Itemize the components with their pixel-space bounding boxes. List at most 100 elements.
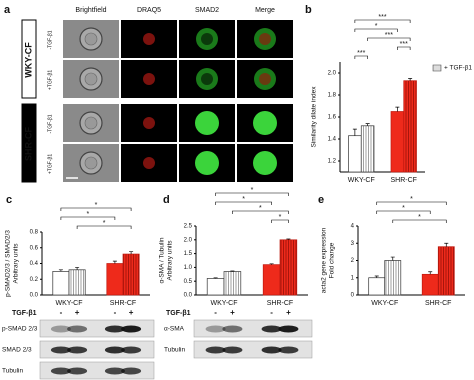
y-axis-label: acta2 gene expression <box>321 227 328 293</box>
bar <box>223 271 242 296</box>
significance-bracket <box>354 28 398 32</box>
blot-band <box>261 346 282 354</box>
column-header: SMAD2 <box>195 7 219 14</box>
error-bar <box>444 242 449 247</box>
treatment-sign: - <box>114 308 117 317</box>
blot-band <box>278 346 299 354</box>
blot-band <box>50 346 71 354</box>
blot-band <box>261 325 282 333</box>
bar <box>52 271 70 296</box>
y-axis-label: Similarity dilate index <box>311 86 318 148</box>
error-bar <box>58 269 63 272</box>
panel-label: e <box>318 194 324 206</box>
error-bar <box>75 267 80 270</box>
y-tick-label: 4 <box>351 224 355 230</box>
significance-bracket <box>354 19 411 23</box>
treatment-label: +TGF-β1 <box>47 70 53 90</box>
error-bar <box>395 106 400 112</box>
y-tick-label: 1.5 <box>184 251 193 257</box>
error-bar <box>112 260 117 264</box>
bar <box>403 80 417 173</box>
smad-center <box>201 33 213 45</box>
blot-strip <box>193 340 313 359</box>
significance-bracket <box>215 192 289 196</box>
significance-bracket <box>215 201 272 205</box>
significance-label: * <box>279 214 282 221</box>
blot-band <box>67 367 88 375</box>
smad-center <box>259 73 271 85</box>
significance-label: * <box>418 214 421 221</box>
blot-strip <box>39 319 155 338</box>
blot-band <box>205 325 226 333</box>
x-tick-label: SHR-CF <box>110 300 136 307</box>
treatment-sign: + <box>75 308 80 317</box>
blot-label: α-SMA <box>164 326 185 333</box>
nucleus <box>84 72 98 86</box>
error-bar <box>390 256 395 261</box>
blot-band <box>121 346 142 354</box>
y-tick-label: 1.6 <box>328 115 337 121</box>
significance-label: * <box>242 196 245 203</box>
bar <box>437 246 455 296</box>
y-tick-label: 2.0 <box>328 71 337 77</box>
y-tick-label: 1.0 <box>184 265 193 271</box>
bar <box>384 260 402 296</box>
legend-swatch <box>432 64 442 72</box>
smad-stain <box>195 151 219 175</box>
blot-band <box>121 367 142 375</box>
x-tick-label: WKY-CF <box>211 300 238 307</box>
y-axis-label: p-SMAD2/3 / SMAD2/3 <box>5 230 12 297</box>
significance-label: * <box>95 202 98 209</box>
x-tick-label: SHR-CF <box>425 300 451 307</box>
blot-strip <box>193 319 313 338</box>
blot-band <box>222 325 243 333</box>
y-tick-label: 3 <box>351 241 355 247</box>
bar <box>106 263 124 296</box>
significance-label: * <box>259 205 262 212</box>
blot-label: p-SMAD 2/3 <box>2 326 38 333</box>
error-bar <box>408 78 413 81</box>
smad-center <box>201 73 213 85</box>
y-tick-label: 0.8 <box>30 230 39 236</box>
significance-label: * <box>103 220 106 227</box>
y-tick-label: 0.5 <box>184 279 193 285</box>
treatment-sign: - <box>214 308 217 317</box>
nucleus <box>84 156 98 170</box>
treatment-sign: - <box>60 308 63 317</box>
bar <box>390 111 405 173</box>
panel-label: a <box>4 4 11 16</box>
blot-band <box>121 325 142 333</box>
significance-bracket <box>397 46 411 50</box>
treatment-label: -TGF-β1 <box>47 114 53 133</box>
significance-label: *** <box>357 50 365 57</box>
blot-band <box>50 367 71 375</box>
x-tick-label: WKY-CF <box>56 300 83 307</box>
bar <box>368 277 386 296</box>
nucleus <box>84 116 98 130</box>
error-bar <box>129 251 134 255</box>
blot-band <box>278 325 299 333</box>
significance-bracket <box>60 216 116 220</box>
panel-label: d <box>163 194 170 206</box>
bar <box>348 135 362 173</box>
legend-label: + TGF-β1 <box>444 65 472 72</box>
nucleus-stain <box>143 73 155 85</box>
significance-bracket <box>376 210 431 214</box>
bar <box>279 239 298 296</box>
y-tick-label: 0 <box>351 293 355 299</box>
y-tick-label: 2.0 <box>184 237 193 243</box>
blot-strip <box>39 340 155 359</box>
x-tick-label: WKY-CF <box>371 300 398 307</box>
y-tick-label: 0.2 <box>30 277 39 283</box>
panel-label: c <box>6 194 12 206</box>
y-axis-label: Arbitrary units <box>167 240 174 281</box>
y-tick-label: 1.8 <box>328 93 337 99</box>
y-tick-label: 2 <box>351 258 355 264</box>
y-tick-label: 2.5 <box>184 224 193 230</box>
blot-label: Tubulin <box>164 347 185 354</box>
error-bar <box>352 128 357 136</box>
significance-bracket <box>76 225 132 229</box>
error-bar <box>365 123 370 126</box>
blot-band <box>50 325 71 333</box>
